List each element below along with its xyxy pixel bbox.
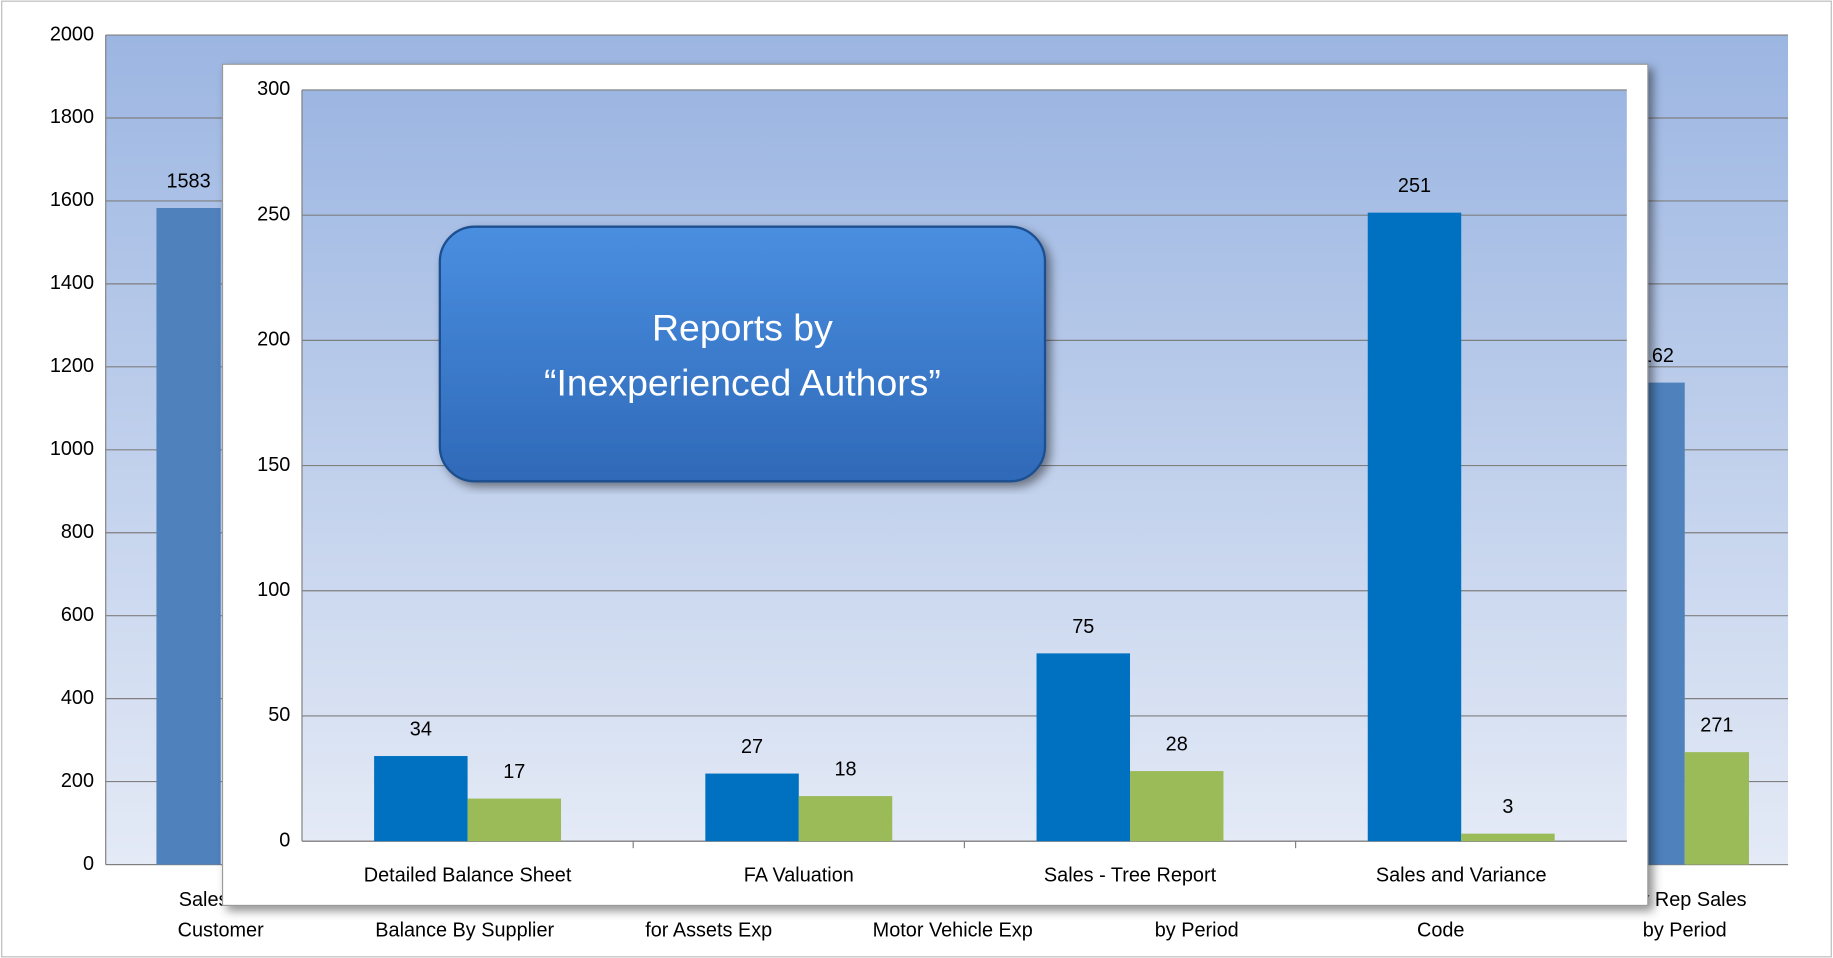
y-tick-label: 1400	[50, 272, 94, 294]
data-label: 3	[1502, 796, 1513, 818]
y-tick-label: 200	[257, 329, 290, 351]
y-tick-label: 800	[61, 521, 94, 543]
annotation: “Inexperienced Authors”	[544, 361, 941, 403]
bar	[374, 756, 468, 842]
y-tick-label: 100	[257, 579, 290, 601]
x-tick-label: Motor Vehicle Exp	[873, 919, 1033, 941]
x-tick-label: by Period	[1643, 919, 1727, 941]
data-label: 75	[1072, 616, 1094, 638]
x-tick-label: Sales - Tree Report	[1044, 864, 1217, 886]
bar	[467, 798, 562, 842]
annotation-box	[438, 225, 1047, 483]
bar	[1367, 212, 1462, 842]
inset-chart: 0 50 100 150 200 250 300 Detailed Balance Sheet…	[257, 78, 1627, 886]
bar	[156, 207, 221, 865]
y-tick-label: 600	[61, 604, 94, 626]
x-tick-label: Customer	[178, 919, 264, 941]
bar	[705, 773, 799, 842]
y-tick-label: 150	[257, 454, 290, 476]
y-tick-label: 0	[279, 829, 290, 851]
x-tick-label: by Period	[1155, 919, 1239, 941]
y-tick-label: 200	[61, 770, 94, 792]
data-label: 1583	[166, 171, 210, 193]
x-tick-label: FA Valuation	[744, 864, 854, 886]
data-label: 34	[410, 719, 432, 741]
data-label: 17	[503, 761, 525, 783]
data-label: 271	[1700, 715, 1733, 737]
y-tick-label: 1600	[50, 189, 94, 211]
bar	[1130, 771, 1224, 842]
bar	[1461, 833, 1555, 842]
y-tick-label: 300	[257, 78, 290, 100]
bar	[1036, 653, 1131, 842]
data-label: 28	[1166, 734, 1188, 756]
y-tick-label: 0	[83, 853, 94, 875]
y-tick-label: 1000	[50, 438, 94, 460]
x-tick-label: Inv Rep Sales	[1623, 889, 1747, 911]
bar	[798, 796, 893, 842]
y-tick-label: 400	[61, 687, 94, 709]
y-tick-label: 50	[268, 704, 290, 726]
data-label: 27	[741, 736, 763, 758]
y-tick-label: 1800	[50, 106, 94, 128]
bar	[1684, 752, 1749, 865]
x-tick-label: Detailed Balance Sheet	[364, 864, 572, 886]
annotation: Reports by	[652, 307, 833, 349]
x-tick-label: Balance By Supplier	[375, 919, 554, 941]
data-label: 251	[1398, 175, 1431, 197]
y-tick-label: 250	[257, 203, 290, 225]
x-tick-label: for Assets Exp	[645, 919, 772, 941]
x-tick-label: Code	[1417, 919, 1464, 941]
data-label: 18	[834, 759, 856, 781]
y-tick-label: 2000	[50, 23, 94, 45]
x-tick-label: Sales and Variance	[1376, 864, 1547, 886]
y-tick-label: 1200	[50, 355, 94, 377]
